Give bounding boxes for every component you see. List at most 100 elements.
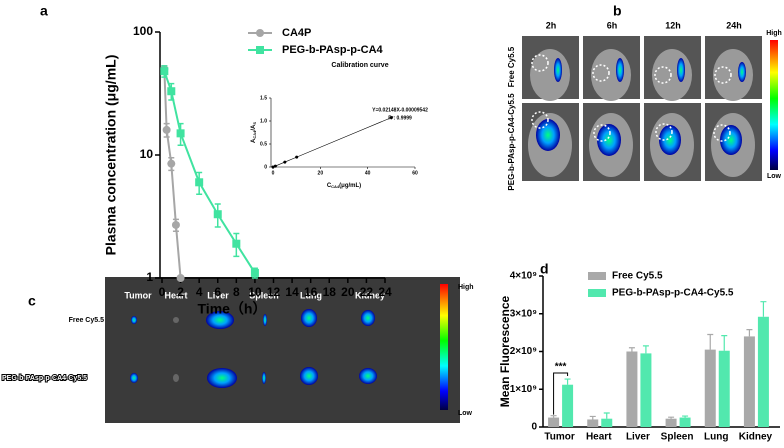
x-tick-label: 10 [248, 285, 262, 299]
bar [601, 418, 613, 427]
error-bar [642, 345, 649, 354]
y-tick-label: 10 [140, 147, 154, 161]
panel-label: d [540, 261, 549, 277]
error-bar [746, 329, 753, 337]
bar [640, 353, 652, 427]
organ-label: Kidney [355, 290, 385, 300]
label-part: C [327, 183, 332, 189]
label-part: CA4 [252, 130, 257, 139]
organ-label: Tumor [124, 290, 152, 300]
row-label: PEG-b-PAsp-p-CA4-Cy5.5 [2, 375, 87, 382]
x-tick-label: Tumor [544, 432, 574, 443]
x-axis-label: CCA4(μg/mL) [327, 183, 361, 189]
y-tick-label: 4×10⁹ [510, 271, 538, 282]
legend-marker [256, 29, 264, 37]
bar [743, 336, 755, 427]
organ-label: Heart [164, 290, 187, 300]
x-tick-label: Kidney [739, 432, 773, 443]
label-part: A [251, 138, 257, 143]
legend-label: Free Cy5.5 [612, 271, 663, 282]
bar [626, 351, 638, 427]
bar [718, 350, 730, 427]
y-tick-label: 1×10⁹ [510, 384, 538, 395]
scale-label: High [766, 30, 782, 37]
error-bar [564, 378, 571, 385]
y-axis-label: Mean Fluorescence [498, 295, 512, 407]
bar [587, 419, 599, 427]
y-tick-label: 1.5 [260, 95, 267, 101]
marker [160, 67, 169, 76]
x-tick-label: 12 [267, 285, 281, 299]
x-tick-label: 8 [233, 285, 240, 299]
bar [679, 417, 691, 427]
x-tick-label: 16 [304, 285, 318, 299]
error-bar [603, 412, 610, 419]
y-tick-label: 2×10⁹ [510, 346, 538, 357]
panel-label: b [613, 3, 622, 19]
error-bar [668, 416, 675, 419]
error-bar [628, 347, 635, 352]
label-part: S [252, 122, 257, 125]
annotation: R²: 0.9999 [388, 115, 412, 121]
panel-label: a [40, 3, 48, 19]
scale-label: High [458, 284, 474, 291]
y-tick-label: 1 [146, 270, 153, 284]
x-tick-label: 14 [285, 285, 299, 299]
y-tick-label: 3×10⁹ [510, 308, 538, 319]
scale-label: Low [767, 173, 782, 180]
marker [176, 129, 185, 138]
x-tick-label: 22 [360, 285, 374, 299]
marker [162, 125, 171, 134]
label-part: (μg/mL) [339, 183, 361, 189]
bar [548, 417, 560, 427]
annotation: *** [555, 362, 567, 373]
y-tick-label: 100 [133, 24, 153, 38]
x-tick-label: 0 [272, 170, 275, 176]
row-label: PEG-b-PAsp-p-CA4-Cy5.5 [507, 93, 516, 191]
label-part: CA4 [331, 184, 340, 189]
x-tick-label: Liver [626, 432, 650, 443]
organ-label: Spleen [249, 290, 279, 300]
x-tick-label: 6 [214, 285, 221, 299]
legend-label: PEG-b-PAsp-p-CA4-Cy5.5 [612, 288, 734, 299]
marker [232, 239, 241, 248]
x-tick-label: 24 [378, 285, 392, 299]
error-bar [721, 335, 728, 351]
marker [283, 160, 287, 164]
significance-bracket [553, 372, 569, 415]
marker [176, 274, 185, 282]
chart-title: Calibration curve [331, 62, 388, 69]
x-tick-label: 18 [323, 285, 337, 299]
x-tick-label: 0 [159, 285, 166, 299]
error-bar [682, 415, 689, 418]
panel-label: c [28, 293, 36, 309]
x-tick-label: 4 [196, 285, 203, 299]
bar [704, 349, 716, 427]
series-line [272, 117, 392, 168]
y-tick-label: 0 [531, 422, 537, 433]
y-tick-label: 0 [264, 164, 267, 170]
error-bar [760, 301, 767, 317]
organ-label: Liver [207, 290, 229, 300]
legend-swatch [588, 272, 606, 280]
legend-label: PEG-b-PAsp-p-CA4 [282, 44, 384, 56]
marker [271, 165, 275, 169]
legend-label: CA4P [282, 27, 311, 39]
error-bar [589, 415, 596, 420]
row-label: Free Cy5.5 [69, 317, 105, 324]
marker [171, 220, 180, 229]
x-tick-label: 20 [341, 285, 355, 299]
organ-label: Lung [300, 290, 322, 300]
colorbar [770, 40, 778, 170]
column-label: 6h [607, 20, 618, 30]
x-tick-label: Spleen [661, 432, 694, 443]
error-bar [550, 415, 557, 418]
y-tick-label: 1.0 [260, 118, 267, 124]
marker [213, 210, 222, 219]
error-bar [707, 333, 714, 350]
marker [295, 155, 299, 159]
row-label: Free Cy5.5 [507, 46, 516, 87]
marker [167, 159, 176, 168]
x-tick-label: Heart [586, 432, 612, 443]
